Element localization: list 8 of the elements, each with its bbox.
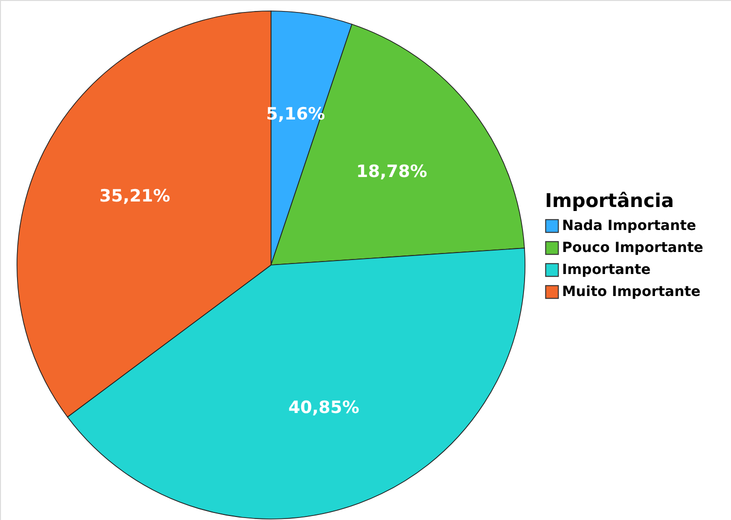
legend-label: Pouco Importante bbox=[562, 240, 704, 256]
legend-label: Muito Importante bbox=[562, 284, 701, 300]
legend-label: Nada Importante bbox=[562, 218, 696, 234]
legend-title: Importância bbox=[545, 190, 674, 212]
data-label: 18,78% bbox=[356, 162, 428, 182]
data-label: 35,21% bbox=[99, 186, 170, 207]
legend-label: Importante bbox=[562, 262, 651, 278]
data-label: 40,85% bbox=[288, 398, 360, 418]
